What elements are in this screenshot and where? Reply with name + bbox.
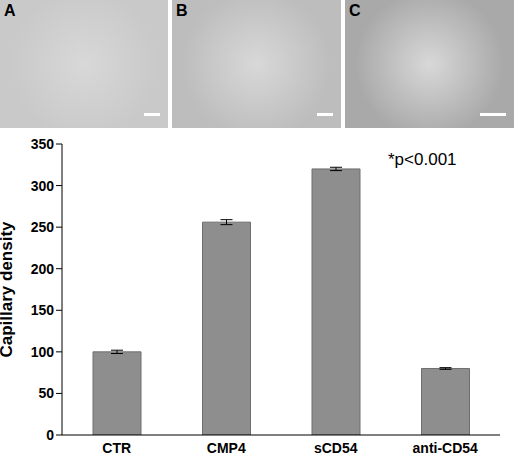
svg-text:250: 250 [31,219,55,235]
svg-text:sCD54: sCD54 [314,440,358,456]
svg-text:CMP4: CMP4 [207,440,246,456]
html-text:C: C [349,2,361,19]
svg-text:100: 100 [31,344,55,360]
html-text:B: B [176,2,188,19]
svg-text:200: 200 [31,261,55,277]
svg-text:0: 0 [46,427,54,443]
html-text:A: A [4,2,16,19]
svg-text:50: 50 [38,385,54,401]
svg-text:300: 300 [31,178,55,194]
html-text:*p<0.001: *p<0.001 [388,150,457,169]
svg-text:CTR: CTR [102,440,131,456]
svg-text:150: 150 [31,302,55,318]
svg-text:Capillary density: Capillary density [8,221,16,358]
svg-text:anti-CD54: anti-CD54 [413,440,479,456]
svg-text:350: 350 [31,136,55,152]
